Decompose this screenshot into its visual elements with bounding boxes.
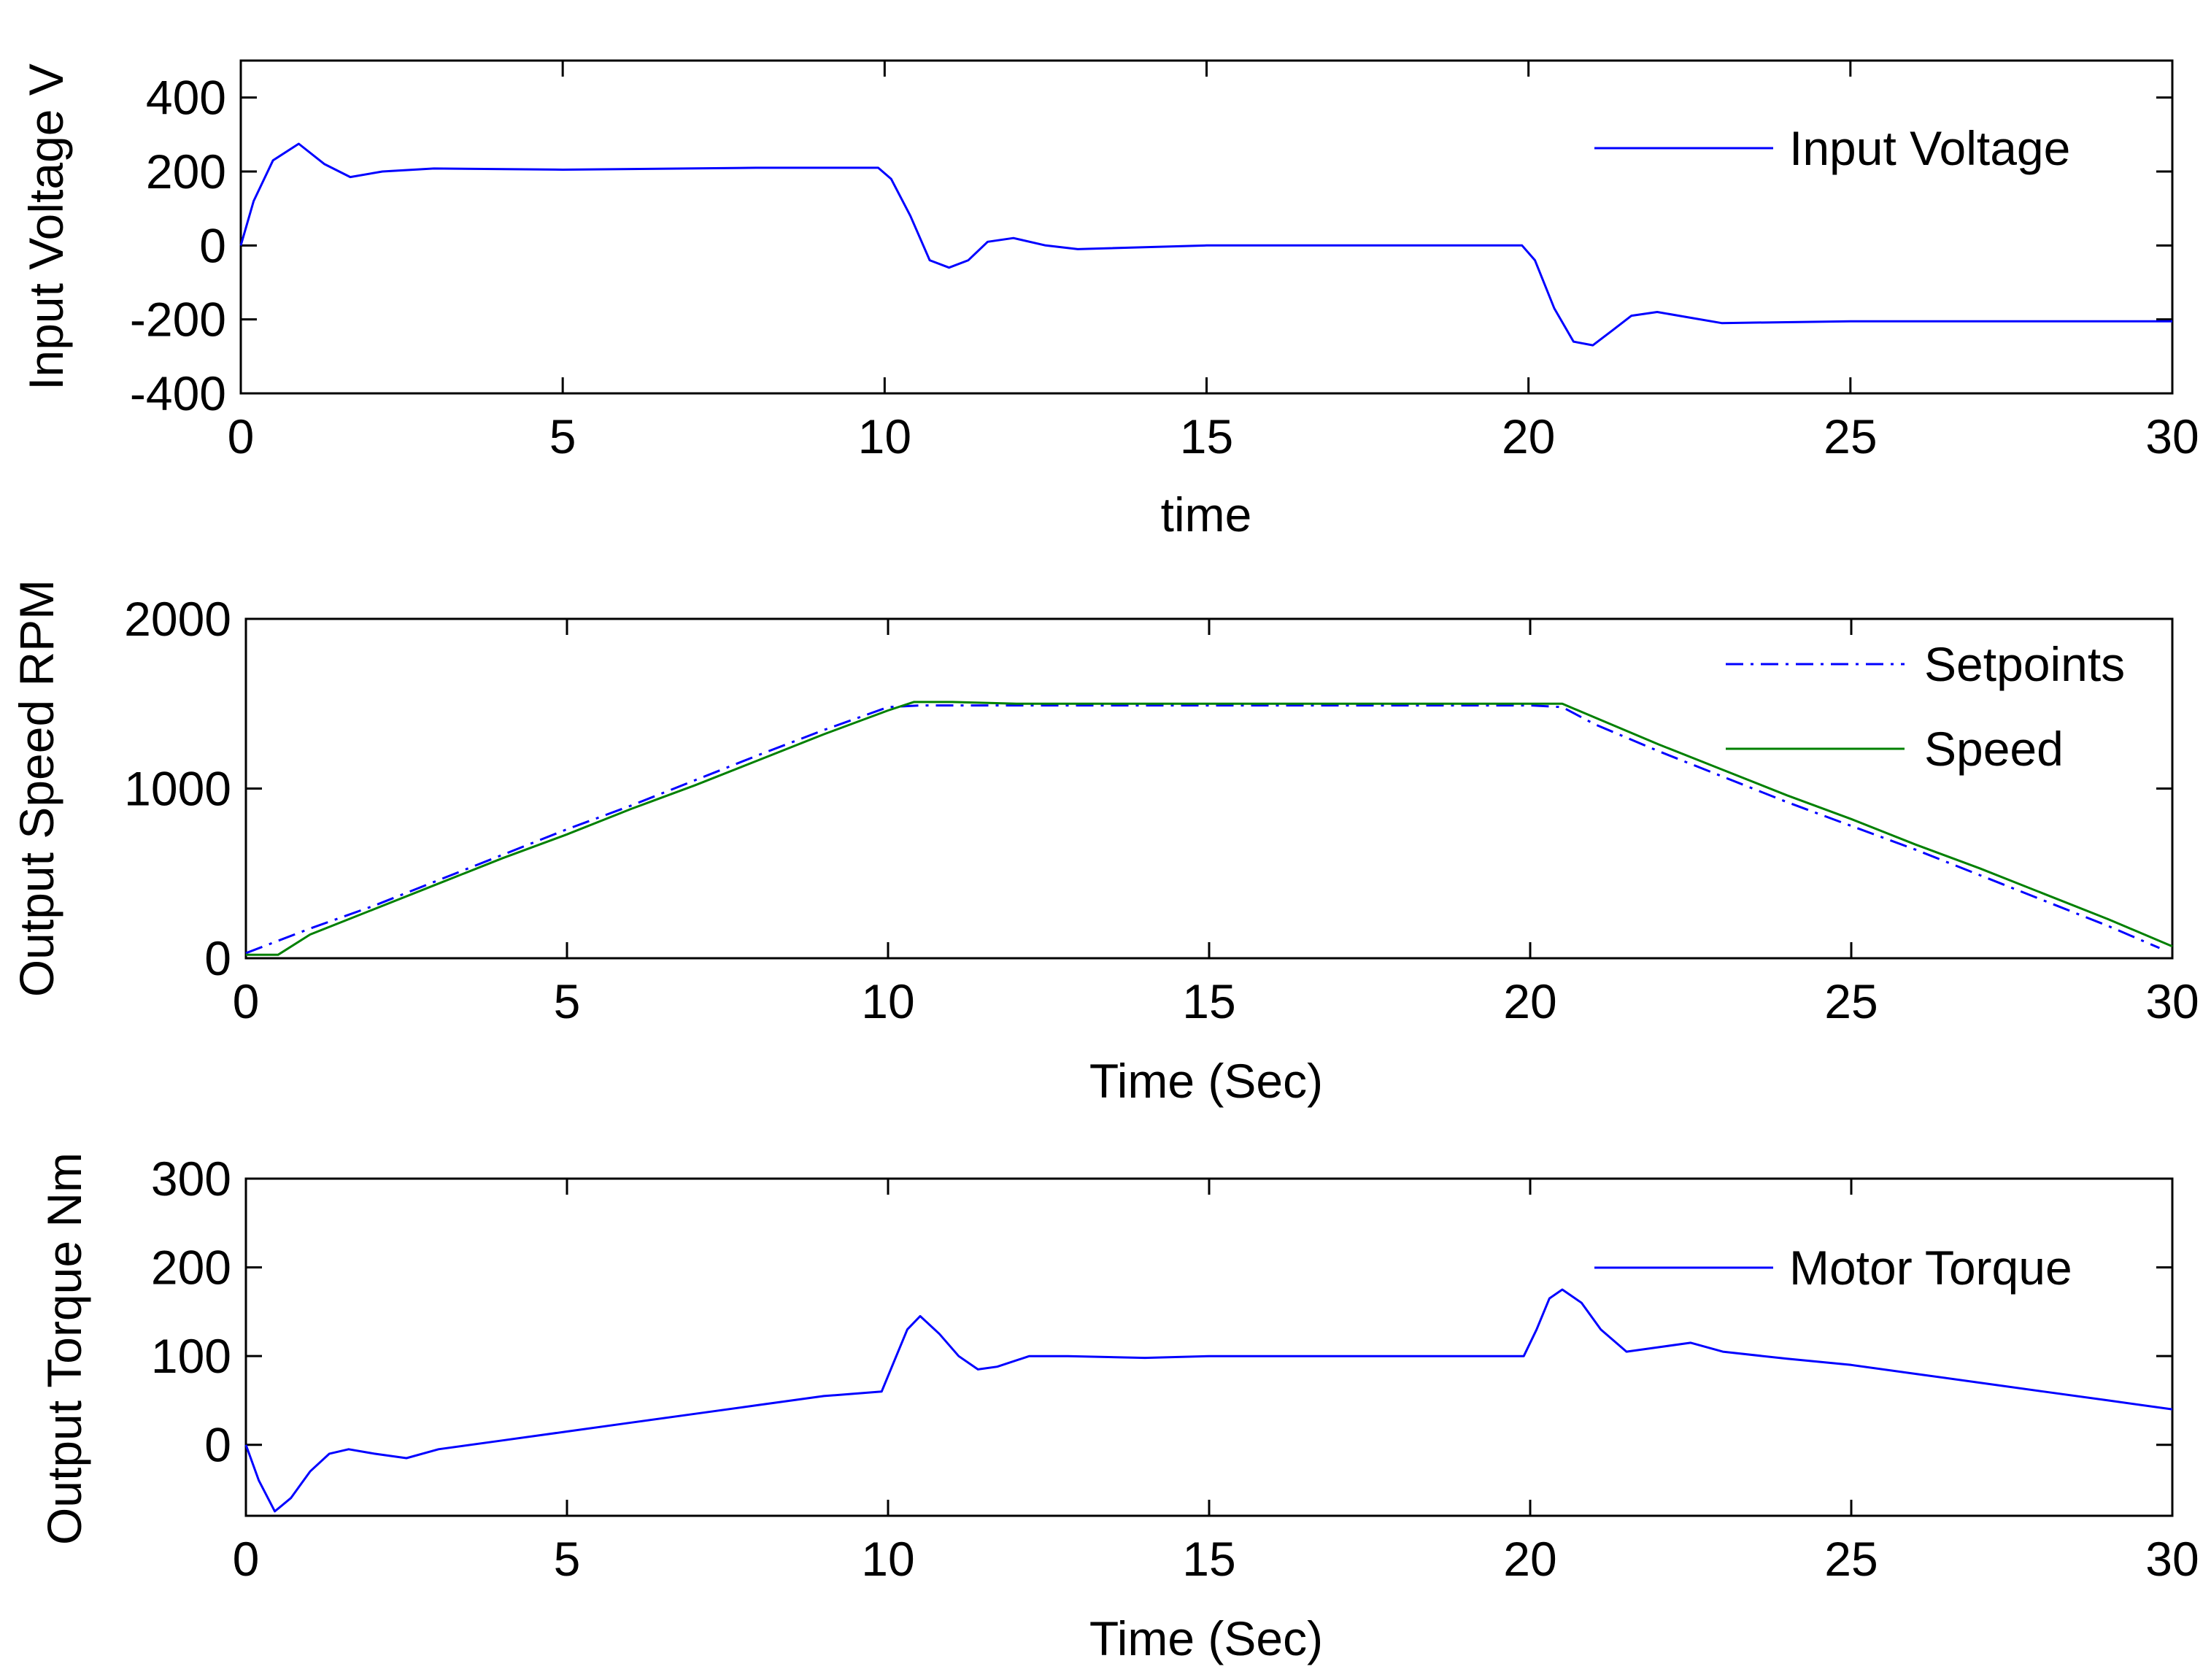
torque-x-axis-label: Time (Sec): [1089, 1611, 1323, 1665]
torque-y-axis-label: Output Torque Nm: [37, 1152, 91, 1545]
x-tick-label: 20: [1502, 409, 1555, 463]
y-tick-label: -400: [130, 366, 226, 420]
speed-legend: Setpoints Speed: [1726, 637, 2125, 776]
torque-chart: 0 5 10 15 20 25 30 0 100 200 300 Time (Sec) Outpu…: [37, 1152, 2199, 1665]
x-tick-label: 25: [1824, 1532, 1878, 1586]
x-tick-label: 0: [233, 1532, 260, 1586]
voltage-legend: Input Voltage: [1594, 121, 2070, 175]
voltage-x-axis: 0 5 10 15 20 25 30: [228, 61, 2199, 463]
x-tick-label: 0: [233, 974, 260, 1028]
x-tick-label: 20: [1503, 974, 1556, 1028]
legend-label-motor-torque: Motor Torque: [1789, 1241, 2072, 1295]
series-line-motor-torque: [244, 1288, 2173, 1513]
y-tick-label: 200: [146, 145, 226, 199]
x-tick-label: 30: [2145, 409, 2199, 463]
voltage-x-axis-label: time: [1161, 488, 1252, 542]
x-tick-label: 0: [228, 409, 255, 463]
x-tick-label: 30: [2145, 1532, 2199, 1586]
x-tick-label: 20: [1503, 1532, 1556, 1586]
x-tick-label: 15: [1180, 409, 1233, 463]
speed-chart: 0 5 10 15 20 25 30 0 1000 2000 Time (Sec) Output…: [9, 579, 2199, 1108]
x-tick-label: 5: [549, 409, 576, 463]
legend-label-input-voltage: Input Voltage: [1789, 121, 2070, 175]
y-tick-label: 2000: [124, 592, 231, 646]
legend-label-speed: Speed: [1924, 722, 2064, 776]
y-tick-label: 0: [199, 218, 226, 272]
speed-y-axis: 0 1000 2000: [124, 592, 2172, 985]
voltage-series: [239, 142, 2172, 347]
x-tick-label: 5: [554, 1532, 581, 1586]
y-tick-label: 100: [151, 1329, 231, 1383]
y-tick-label: 0: [204, 1418, 231, 1472]
x-tick-label: 25: [1824, 409, 1877, 463]
voltage-plot-area: [239, 59, 2174, 395]
x-tick-label: 15: [1182, 974, 1235, 1028]
x-tick-label: 10: [861, 1532, 914, 1586]
voltage-y-axis-label: Input Voltage V: [19, 63, 73, 390]
y-tick-label: 200: [151, 1241, 231, 1295]
speed-plot-area: [244, 617, 2174, 960]
y-tick-label: 1000: [124, 762, 231, 816]
torque-plot-area: [244, 1177, 2174, 1517]
y-tick-label: -200: [130, 293, 226, 347]
legend-label-setpoints: Setpoints: [1924, 637, 2125, 691]
torque-y-axis: 0 100 200 300: [151, 1152, 2172, 1472]
speed-series: [245, 701, 2173, 956]
series-line-setpoints: [245, 704, 2160, 955]
voltage-chart: 0 5 10 15 20 25 30 -400 -200 0 200 400 time Input …: [19, 59, 2199, 542]
x-tick-label: 25: [1824, 974, 1878, 1028]
x-tick-label: 10: [858, 409, 911, 463]
series-line-speed: [246, 701, 2173, 956]
y-tick-label: 400: [146, 71, 226, 125]
x-tick-label: 30: [2145, 974, 2199, 1028]
x-tick-label: 5: [554, 974, 581, 1028]
y-tick-label: 0: [204, 931, 231, 985]
torque-series: [244, 1288, 2173, 1513]
speed-y-axis-label: Output Speed RPM: [9, 579, 63, 997]
series-line-input-voltage: [239, 142, 2172, 347]
speed-x-axis-label: Time (Sec): [1089, 1054, 1323, 1108]
torque-legend: Motor Torque: [1594, 1241, 2072, 1295]
speed-x-axis: 0 5 10 15 20 25 30: [233, 619, 2199, 1028]
x-tick-label: 15: [1182, 1532, 1235, 1586]
torque-x-axis: 0 5 10 15 20 25 30: [233, 1179, 2199, 1586]
voltage-y-axis: -400 -200 0 200 400: [130, 71, 2172, 420]
y-tick-label: 300: [151, 1152, 231, 1206]
x-tick-label: 10: [861, 974, 914, 1028]
